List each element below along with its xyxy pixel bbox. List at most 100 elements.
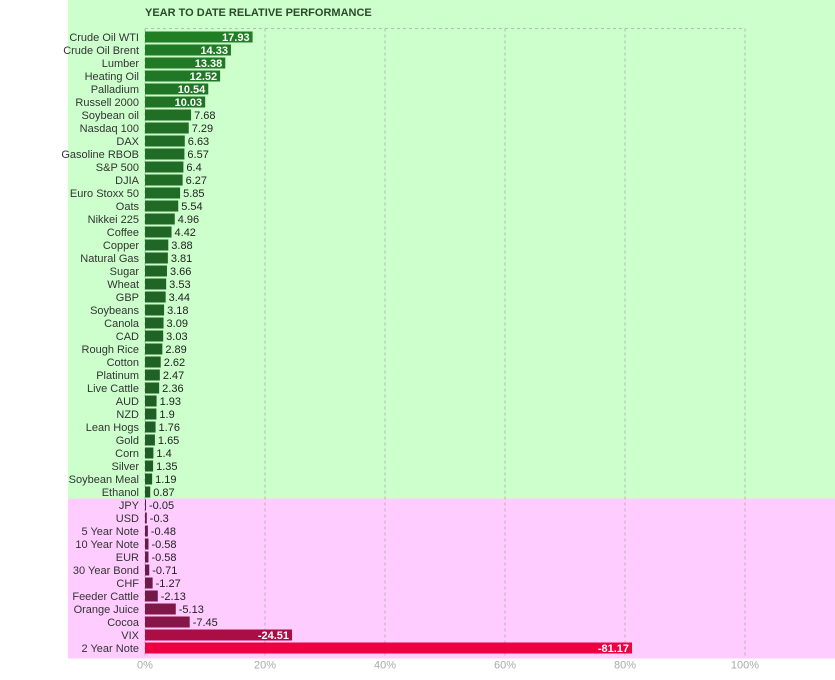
y-tick-label: EUR [116,552,139,564]
y-tick-label: 5 Year Note [82,526,140,538]
y-tick-label: CAD [116,331,139,343]
value-label: -1.27 [156,578,181,590]
value-label: 1.93 [160,396,181,408]
bar [145,291,166,303]
value-label: -0.71 [152,565,177,577]
value-label: -7.45 [193,617,218,629]
bar [145,200,179,212]
value-label: 3.03 [166,331,187,343]
bar [145,304,165,316]
bar [145,551,149,563]
value-label: 7.68 [194,110,215,122]
value-label: 5.85 [183,188,204,200]
y-tick-label: Cocoa [107,617,140,629]
value-label: 6.63 [188,136,209,148]
x-tick-label: 0% [137,659,153,671]
value-label: 3.09 [167,318,188,330]
bar [145,343,163,355]
value-label: 17.93 [222,32,250,44]
value-label: 6.4 [186,162,201,174]
value-label: 2.89 [165,344,186,356]
chart-title: YEAR TO DATE RELATIVE PERFORMANCE [145,7,372,19]
bar [145,317,164,329]
value-label: 10.54 [178,84,206,96]
value-label: -0.58 [151,552,176,564]
bar [145,525,148,537]
y-tick-label: Euro Stoxx 50 [70,188,139,200]
value-label: 2.36 [162,383,183,395]
bar [145,239,169,251]
bar [145,187,181,199]
value-label: 3.44 [169,292,190,304]
bar [145,330,164,342]
value-label: 14.33 [200,45,228,57]
x-tick-label: 100% [731,659,759,671]
bar [145,590,158,602]
bar [145,57,226,69]
y-tick-label: Cotton [107,357,139,369]
y-tick-label: S&P 500 [96,162,139,174]
value-label: 1.65 [158,435,179,447]
bar [145,382,160,394]
y-tick-label: Sugar [110,266,140,278]
value-label: -2.13 [161,591,186,603]
bar [145,369,160,381]
y-tick-label: Heating Oil [85,71,139,83]
value-label: -0.48 [151,526,176,538]
bar [145,278,167,290]
value-label: 6.57 [187,149,208,161]
bar [145,213,175,225]
value-label: 5.54 [181,201,202,213]
y-tick-label: NZD [116,409,139,421]
y-tick-label: Nasdaq 100 [80,123,139,135]
y-tick-label: Oats [116,201,140,213]
y-tick-label: Lean Hogs [86,422,140,434]
bar [145,148,185,160]
positive-background [68,0,835,499]
y-tick-label: Soybean oil [82,110,140,122]
y-tick-label: Lumber [102,58,140,70]
y-tick-label: DJIA [115,175,140,187]
value-label: 6.27 [186,175,207,187]
y-tick-label: Canola [104,318,140,330]
value-label: 3.81 [171,253,192,265]
bar [145,434,155,446]
y-tick-label: DAX [116,136,139,148]
value-label: -0.3 [150,513,169,525]
bar [145,395,157,407]
value-label: 2.62 [164,357,185,369]
bar [145,499,146,511]
y-tick-label: Gasoline RBOB [61,149,139,161]
value-label: 1.9 [159,409,174,421]
y-tick-label: JPY [119,500,140,512]
bar [145,161,184,173]
y-tick-label: VIX [121,630,139,642]
y-tick-label: Coffee [107,227,139,239]
bar [145,44,231,56]
value-label: 7.29 [192,123,213,135]
y-tick-label: Soybeans [90,305,139,317]
value-label: 0.87 [153,487,174,499]
value-label: 3.88 [171,240,192,252]
bar [145,83,209,95]
value-label: 2.47 [163,370,184,382]
y-tick-label: Live Cattle [87,383,139,395]
value-label: 3.18 [167,305,188,317]
bar [145,486,151,498]
y-tick-label: AUD [116,396,139,408]
bar [145,70,221,82]
y-tick-label: GBP [116,292,139,304]
value-label: 1.35 [156,461,177,473]
y-tick-label: Copper [103,240,139,252]
bar [145,642,633,654]
y-tick-label: Wheat [107,279,139,291]
y-tick-label: Nikkei 225 [88,214,139,226]
value-label: 12.52 [190,71,218,83]
bar [145,356,161,368]
x-tick-label: 20% [254,659,276,671]
value-label: 1.19 [155,474,176,486]
value-label: -24.51 [258,630,289,642]
y-tick-label: Platinum [96,370,139,382]
bar [145,421,156,433]
